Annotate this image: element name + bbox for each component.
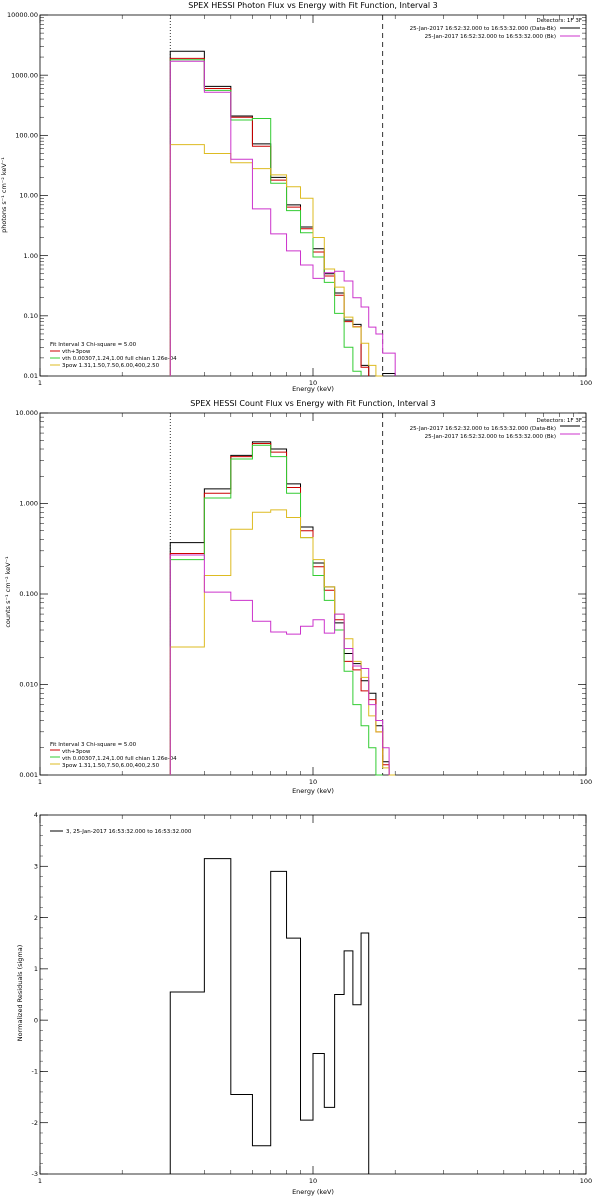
x-tick-label: 1 bbox=[38, 1177, 42, 1185]
y-tick-label: 10000.00 bbox=[7, 11, 38, 19]
photon-flux-panel: SPEX HESSI Photon Flux vs Energy with Fi… bbox=[0, 1, 592, 393]
y-tick-label: 1.00 bbox=[24, 252, 38, 260]
time-legend-entry-data-bk: 25-Jan-2017 16:52:32.000 to 16:53:32.000… bbox=[410, 426, 556, 432]
y-tick-label: 1.000 bbox=[19, 500, 38, 508]
time-legend-entry-bk: 25-Jan-2017 16:52:32.000 to 16:53:32.000… bbox=[425, 434, 556, 440]
y-tick-label: -1 bbox=[32, 1068, 38, 1076]
series-3pow-line bbox=[169, 509, 396, 776]
series-vth-line bbox=[169, 59, 362, 376]
y-axis-label: counts s⁻¹ cm⁻² keV⁻¹ bbox=[4, 556, 12, 628]
series-vth-line bbox=[169, 444, 383, 776]
y-tick-label: 1000.00 bbox=[11, 71, 38, 79]
y-tick-label: 0.01 bbox=[24, 372, 38, 380]
plot-frame bbox=[39, 412, 587, 776]
series-vth-3pow-line bbox=[169, 57, 370, 376]
x-tick-label: 10 bbox=[309, 778, 317, 786]
fit-legend-entry-vth: vth 0.00307,1.24,1.00 full chian 1.26e-0… bbox=[62, 356, 177, 362]
y-tick-label: 0.10 bbox=[24, 312, 38, 320]
x-axis-label: Energy (keV) bbox=[292, 385, 334, 393]
plot-frame bbox=[39, 14, 587, 377]
time-legend-entry-bk: 25-Jan-2017 16:52:32.000 to 16:53:32.000… bbox=[425, 34, 556, 40]
fit-legend-entry-vth3pow: vth+3pow bbox=[62, 749, 91, 755]
y-tick-label: 10.00 bbox=[19, 192, 38, 200]
fit-legend-entry-vth: vth 0.00307,1.24,1.00 full chian 1.26e-0… bbox=[62, 756, 177, 762]
y-tick-label: 0.100 bbox=[19, 590, 38, 598]
x-tick-label: 1 bbox=[38, 379, 42, 387]
detectors-label: Detectors: 1F 3F bbox=[536, 18, 582, 24]
series-residuals-line bbox=[169, 858, 370, 1174]
series-bk-line bbox=[169, 60, 396, 376]
y-tick-label: 100.00 bbox=[15, 132, 38, 140]
time-legend-entry-data-bk: 25-Jan-2017 16:52:32.000 to 16:53:32.000… bbox=[410, 26, 556, 32]
count-flux-panel: SPEX HESSI Count Flux vs Energy with Fit… bbox=[4, 399, 592, 795]
fit-legend-entry-3pow: 3pow 1.31,1.50,7.50,6.00,400,2.50 bbox=[62, 363, 160, 369]
detectors-label: Detectors: 1F 3F bbox=[536, 418, 582, 424]
x-axis-label: Energy (keV) bbox=[292, 787, 334, 795]
y-tick-label: 1 bbox=[34, 965, 38, 973]
chart-title: SPEX HESSI Photon Flux vs Energy with Fi… bbox=[188, 1, 438, 10]
x-tick-label: 10 bbox=[309, 1177, 317, 1185]
fit-legend-header: Fit Interval 3 Chi-square = 5.00 bbox=[50, 742, 137, 748]
y-tick-label: 0.010 bbox=[19, 681, 38, 689]
x-tick-label: 100 bbox=[580, 778, 592, 786]
x-tick-label: 10 bbox=[309, 379, 317, 387]
y-tick-label: 0.001 bbox=[19, 771, 38, 779]
residuals-legend: 3, 25-Jan-2017 16:53:32.000 to 16:53:32.… bbox=[66, 829, 192, 835]
x-tick-label: 100 bbox=[580, 1177, 592, 1185]
fit-legend-entry-3pow: 3pow 1.31,1.50,7.50,6.00,400,2.50 bbox=[62, 763, 160, 769]
y-tick-label: 2 bbox=[34, 914, 38, 922]
series-vth-3pow-line bbox=[169, 443, 390, 775]
x-tick-label: 1 bbox=[38, 778, 42, 786]
fit-legend-header: Fit Interval 3 Chi-square = 5.00 bbox=[50, 342, 137, 348]
y-tick-label: 4 bbox=[34, 811, 38, 819]
x-tick-label: 100 bbox=[580, 379, 592, 387]
y-tick-label: 0 bbox=[34, 1016, 38, 1024]
series-data-bk-line bbox=[169, 441, 390, 775]
chart-title: SPEX HESSI Count Flux vs Energy with Fit… bbox=[190, 399, 435, 408]
y-axis-label: photons s⁻¹ cm⁻² keV⁻¹ bbox=[0, 157, 8, 233]
y-tick-label: 3 bbox=[34, 862, 38, 870]
series-3pow-line bbox=[169, 144, 383, 377]
y-axis-label: Normalized Residuals (sigma) bbox=[16, 945, 24, 1042]
y-tick-label: -2 bbox=[32, 1119, 38, 1127]
series-bk-line bbox=[169, 554, 390, 775]
fit-legend-entry-vth3pow: vth+3pow bbox=[62, 349, 91, 355]
x-axis-label: Energy (keV) bbox=[292, 1188, 334, 1196]
y-tick-label: -3 bbox=[32, 1170, 38, 1178]
y-tick-label: 10.000 bbox=[15, 409, 38, 417]
residuals-panel: Energy (keV) Normalized Residuals (sigma… bbox=[16, 811, 592, 1196]
